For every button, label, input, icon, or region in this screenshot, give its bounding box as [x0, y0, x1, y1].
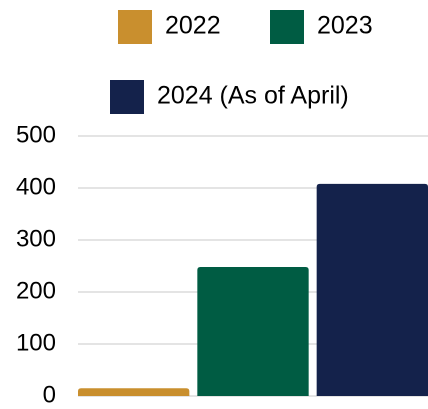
y-tick-label: 500	[16, 121, 56, 148]
bar	[197, 267, 309, 396]
bar	[316, 183, 428, 396]
legend-label: 2023	[317, 12, 373, 40]
y-tick-label: 200	[16, 277, 56, 304]
y-tick-label: 400	[16, 173, 56, 200]
legend-label: 2022	[165, 12, 221, 40]
legend-swatch	[270, 10, 304, 44]
legend-swatch	[110, 80, 144, 114]
legend-label: 2024 (As of April)	[157, 82, 349, 110]
y-tick-label: 100	[16, 329, 56, 356]
y-tick-label: 300	[16, 225, 56, 252]
y-tick-label: 0	[43, 381, 56, 408]
bar	[78, 388, 190, 396]
legend-swatch	[118, 10, 152, 44]
